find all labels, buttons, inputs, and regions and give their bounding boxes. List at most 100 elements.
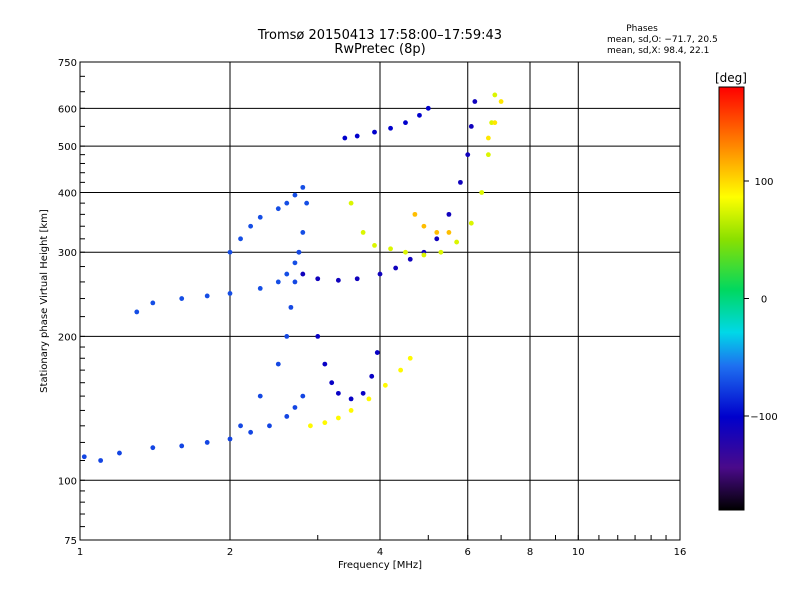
x-tick-label: 4 <box>377 547 383 558</box>
data-point <box>288 304 294 310</box>
data-point <box>257 286 263 291</box>
grid-lines <box>80 62 680 540</box>
data-point <box>412 211 418 217</box>
y-axis-ticks: 75 100 200 300 400 500 600 750 <box>58 58 85 547</box>
data-point <box>315 276 321 282</box>
data-point <box>421 223 427 229</box>
x-axis-label: Frequency [MHz] <box>338 560 422 571</box>
data-point <box>438 249 444 255</box>
data-point <box>458 179 463 185</box>
data-point <box>360 230 366 235</box>
data-point <box>296 249 302 255</box>
data-point <box>382 382 388 388</box>
x-tick-label: 16 <box>674 547 687 558</box>
data-point <box>377 271 383 277</box>
colorbar-tick-label: 100 <box>754 177 773 188</box>
data-point <box>322 361 328 367</box>
data-points <box>81 92 504 463</box>
data-point <box>388 246 393 252</box>
x-tick-label: 1 <box>77 547 83 558</box>
data-point <box>434 230 440 235</box>
y-tick-label: 100 <box>58 476 77 487</box>
data-point <box>150 445 156 451</box>
x-tick-label: 10 <box>572 547 585 558</box>
data-point <box>227 291 233 296</box>
data-point <box>360 390 366 396</box>
data-point <box>335 277 341 283</box>
data-point <box>257 214 263 220</box>
data-point <box>300 230 306 235</box>
data-point <box>275 361 281 367</box>
data-point <box>398 367 404 373</box>
data-point <box>292 260 298 266</box>
data-point <box>354 133 360 139</box>
data-point <box>134 309 140 315</box>
x-tick-label: 6 <box>465 547 471 558</box>
colorbar <box>718 86 745 511</box>
x-tick-label: 2 <box>227 547 233 558</box>
data-point <box>275 279 281 285</box>
data-point <box>300 393 306 399</box>
data-point <box>117 450 122 456</box>
data-point <box>348 200 354 206</box>
y-tick-label: 600 <box>58 104 77 115</box>
data-point <box>335 390 341 396</box>
data-point <box>308 423 313 429</box>
data-point <box>292 405 298 410</box>
stats-heading: Phases <box>626 24 658 34</box>
data-point <box>446 211 452 217</box>
chart-title-line1: Tromsø 20150413 17:58:00–17:59:43 <box>257 28 502 43</box>
data-point <box>485 135 491 141</box>
data-point <box>179 296 185 301</box>
data-point <box>407 355 413 361</box>
data-point <box>479 190 485 195</box>
data-point <box>315 333 321 339</box>
data-point <box>275 206 281 212</box>
colorbar-ticks: 100 0 −100 <box>744 177 778 423</box>
data-point <box>292 279 298 285</box>
data-point <box>227 436 233 442</box>
data-point <box>348 408 354 413</box>
data-point <box>372 129 377 135</box>
data-point <box>322 420 328 426</box>
data-point <box>403 120 408 126</box>
data-point <box>150 300 156 306</box>
data-point <box>372 243 377 248</box>
data-point <box>492 92 498 98</box>
y-tick-label: 300 <box>58 248 77 259</box>
data-point <box>300 184 306 190</box>
data-point <box>304 200 310 206</box>
data-point <box>348 396 354 402</box>
data-point <box>329 380 335 386</box>
y-tick-label: 200 <box>58 332 77 343</box>
data-point <box>204 440 210 445</box>
data-point <box>485 152 491 158</box>
stats-o-line: mean, sd,O: −71.7, 20.5 <box>607 35 718 45</box>
y-axis-label: Stationary phase Virtual Height [km] <box>39 209 50 393</box>
data-point <box>492 120 498 126</box>
y-tick-label: 75 <box>64 536 77 547</box>
data-point <box>354 276 360 282</box>
y-tick-label: 500 <box>58 142 77 153</box>
data-point <box>417 112 422 118</box>
data-point <box>454 239 460 245</box>
data-point <box>248 223 254 229</box>
data-point <box>267 423 272 429</box>
data-point <box>403 249 408 255</box>
data-point <box>284 271 290 277</box>
colorbar-tick-label: −100 <box>750 412 777 423</box>
data-point <box>238 423 243 429</box>
data-point <box>388 125 393 131</box>
data-point <box>204 293 210 299</box>
data-point <box>248 429 254 435</box>
data-point <box>292 192 298 198</box>
data-point <box>446 230 452 235</box>
data-point <box>498 99 504 104</box>
data-point <box>369 373 375 379</box>
data-point <box>468 123 474 129</box>
data-point <box>407 256 413 262</box>
data-point <box>227 249 233 255</box>
data-point <box>300 271 306 277</box>
data-point <box>374 350 380 355</box>
